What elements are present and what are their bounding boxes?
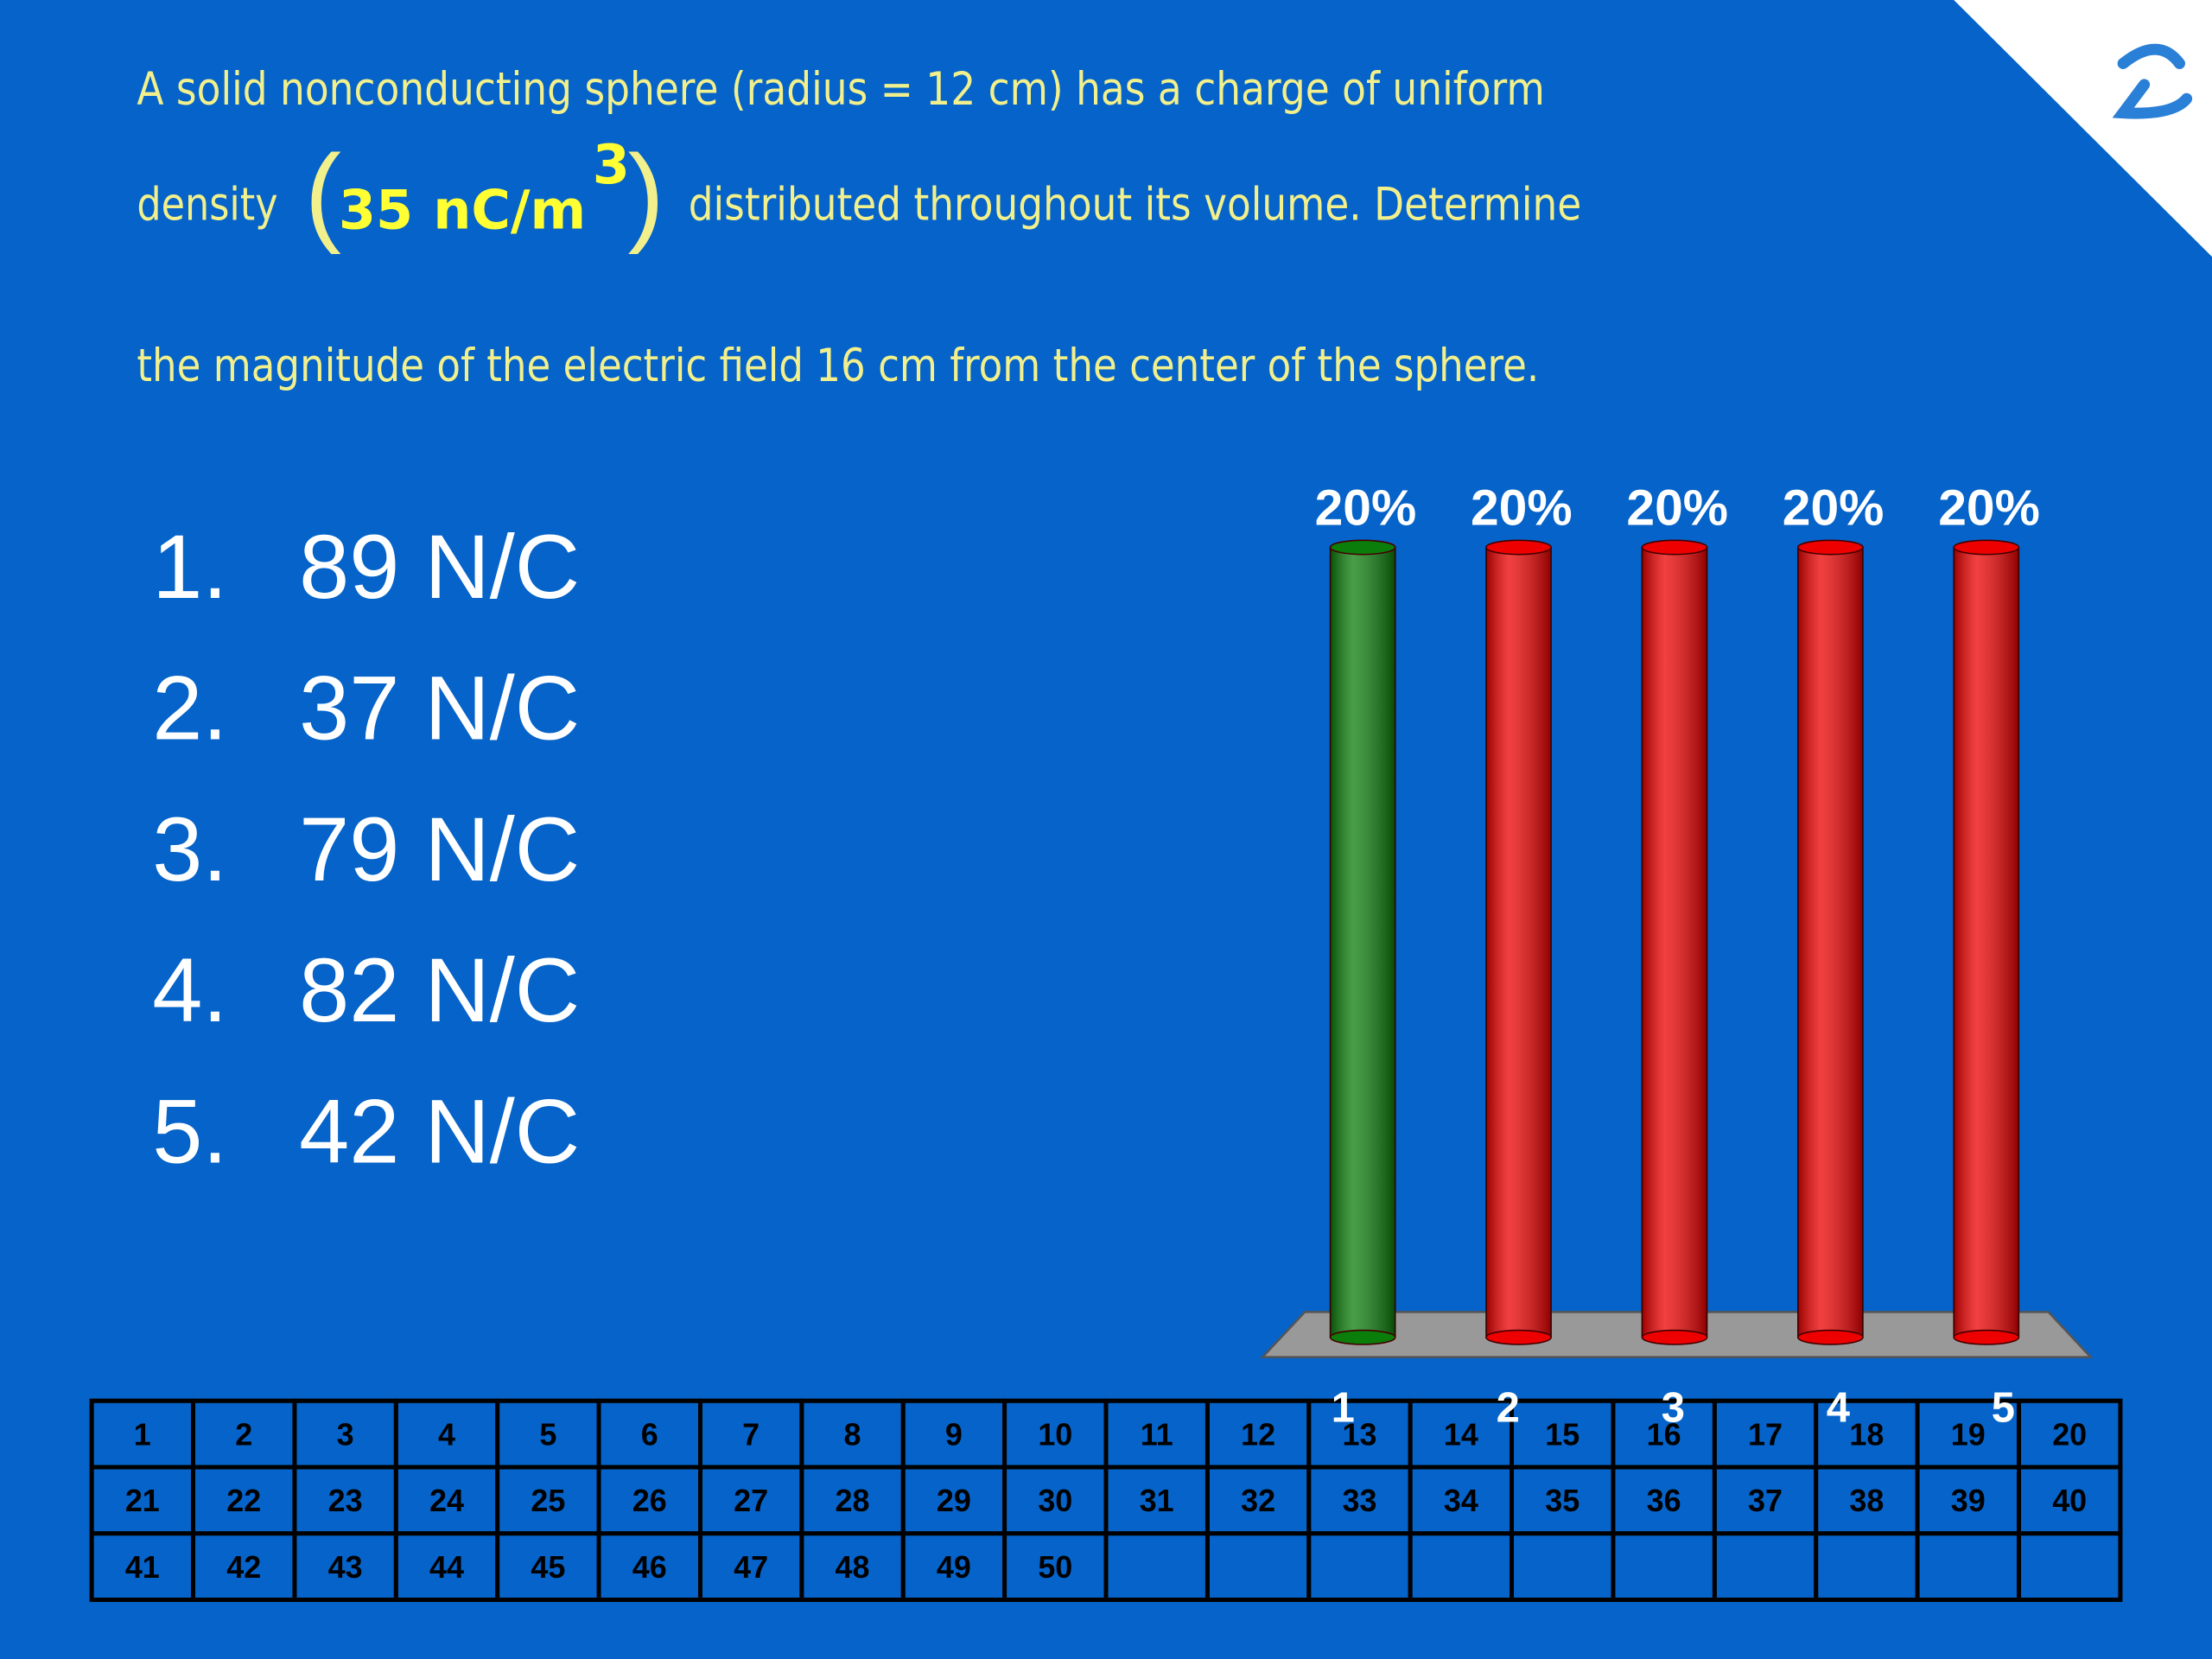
grid-number: 20 <box>2052 1416 2087 1452</box>
grid-number: 45 <box>531 1549 565 1585</box>
grid-number: 3 <box>337 1416 354 1452</box>
question-line: distributed throughout its volume. Deter… <box>689 180 1581 232</box>
bar-shade <box>1954 547 2019 1338</box>
bar-shade <box>1642 547 1707 1338</box>
value-label: 20% <box>1626 480 1728 536</box>
paren: ) <box>628 132 664 255</box>
grid-number: 17 <box>1748 1416 1783 1452</box>
grid-number: 38 <box>1849 1483 1884 1518</box>
corner <box>1954 0 2212 257</box>
bar-cap <box>1797 539 1864 556</box>
answer-text: 89 N/C <box>299 517 580 618</box>
bar-cap <box>1485 539 1552 556</box>
grid-number: 42 <box>226 1549 261 1585</box>
grid-number: 10 <box>1038 1416 1072 1452</box>
grid-number: 23 <box>328 1483 363 1518</box>
question-line: A solid nonconducting sphere (radius = 1… <box>137 64 1544 116</box>
paren: ( <box>305 132 341 255</box>
bar-base <box>1485 1329 1552 1345</box>
answer-text: 82 N/C <box>299 940 580 1041</box>
answer-text: 37 N/C <box>299 658 580 760</box>
grid-number: 29 <box>937 1483 971 1518</box>
answer-number: 1. <box>152 517 227 618</box>
grid-number: 6 <box>641 1416 658 1452</box>
grid-number: 41 <box>125 1549 160 1585</box>
bar-shade <box>1486 547 1552 1338</box>
category-label: 5 <box>1992 1385 2015 1432</box>
grid-number: 46 <box>632 1549 667 1585</box>
grid-cell <box>2017 1531 2123 1602</box>
grid-number: 39 <box>1951 1483 1986 1518</box>
formula-unit: nC/m <box>433 178 586 241</box>
grid-number: 43 <box>328 1549 363 1585</box>
category-label: 4 <box>1827 1385 1850 1432</box>
grid-number: 30 <box>1038 1483 1072 1518</box>
grid-number: 8 <box>844 1416 861 1452</box>
grid-number: 14 <box>1444 1416 1478 1452</box>
grid-number: 47 <box>734 1549 768 1585</box>
grid-number: 18 <box>1849 1416 1884 1452</box>
value-label: 20% <box>1783 480 1885 536</box>
grid-number: 15 <box>1545 1416 1580 1452</box>
answer-number: 3. <box>152 799 227 900</box>
grid-number: 28 <box>836 1483 870 1518</box>
bar-base <box>1329 1329 1396 1345</box>
answer-number: 2. <box>152 658 227 760</box>
grid-number: 32 <box>1241 1483 1275 1518</box>
question-line: density <box>137 180 277 232</box>
answer-text: 79 N/C <box>299 799 580 900</box>
grid-number: 9 <box>945 1416 963 1452</box>
bar-base <box>1641 1329 1708 1345</box>
grid-number: 22 <box>226 1483 261 1518</box>
answer-text: 42 N/C <box>299 1081 580 1182</box>
logo <box>2112 43 2193 119</box>
grid-number: 2 <box>235 1416 252 1452</box>
answer-number: 4. <box>152 940 227 1041</box>
grid-number: 36 <box>1647 1483 1681 1518</box>
bar-cap <box>1953 539 2020 556</box>
bar-shade <box>1797 547 1863 1338</box>
bar-base <box>1797 1329 1864 1345</box>
grid-number: 26 <box>632 1483 667 1518</box>
grid-number: 50 <box>1038 1549 1072 1585</box>
grid-number: 25 <box>531 1483 565 1518</box>
grid-number: 11 <box>1141 1416 1173 1452</box>
grid-number: 44 <box>429 1549 464 1585</box>
bar-cap <box>1641 539 1708 556</box>
bar-shade <box>1330 547 1395 1338</box>
formula-value: 35 <box>339 178 413 241</box>
grid-number: 21 <box>125 1483 160 1518</box>
category-label: 1 <box>1332 1385 1355 1432</box>
grid-number: 19 <box>1951 1416 1986 1452</box>
bar-base <box>1953 1329 2020 1345</box>
question-line: the magnitude of the electric field 16 c… <box>137 340 1539 392</box>
formula-exponent: 3 <box>593 133 630 196</box>
grid-number: 12 <box>1241 1416 1275 1452</box>
grid-number: 13 <box>1342 1416 1376 1452</box>
grid-number: 31 <box>1140 1483 1174 1518</box>
category-label: 3 <box>1662 1385 1685 1432</box>
category-label: 2 <box>1497 1385 1520 1432</box>
grid-number: 35 <box>1545 1483 1580 1518</box>
grid-number: 48 <box>836 1549 870 1585</box>
grid-number: 4 <box>438 1416 455 1452</box>
bar-cap <box>1329 539 1396 556</box>
grid-number: 37 <box>1748 1483 1783 1518</box>
grid-number: 40 <box>2052 1483 2087 1518</box>
grid-number: 7 <box>742 1416 760 1452</box>
grid-number: 16 <box>1647 1416 1681 1452</box>
grid-number: 49 <box>937 1549 971 1585</box>
grid-number: 1 <box>134 1416 151 1452</box>
grid-number: 27 <box>734 1483 768 1518</box>
grid-number: 34 <box>1444 1483 1478 1518</box>
value-label: 20% <box>1471 480 1573 536</box>
value-label: 20% <box>1938 480 2040 536</box>
answer-number: 5. <box>152 1081 227 1182</box>
grid-number: 5 <box>539 1416 556 1452</box>
grid-number: 24 <box>429 1483 464 1518</box>
grid-number: 33 <box>1342 1483 1376 1518</box>
value-label: 20% <box>1315 480 1417 536</box>
